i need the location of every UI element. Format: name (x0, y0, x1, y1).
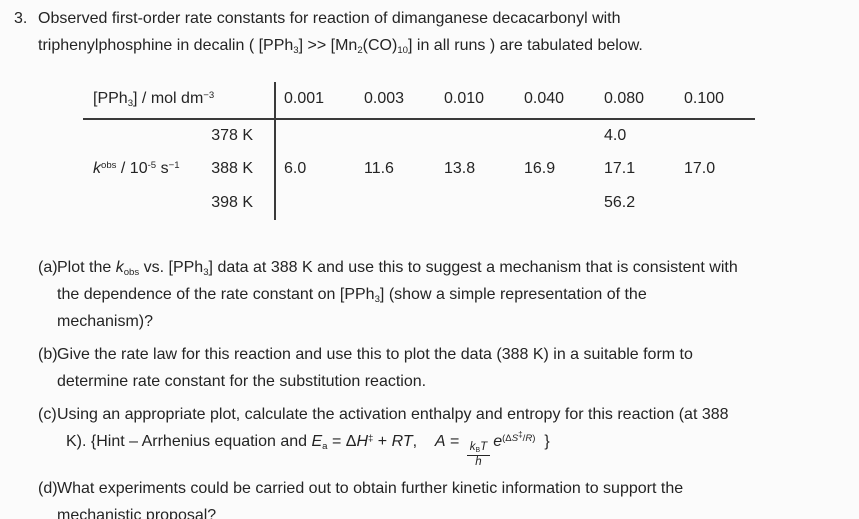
question-line: What experiments could be carried out to… (57, 479, 684, 497)
table-cell (354, 189, 434, 216)
question-line: mechanism)? (57, 313, 154, 330)
table-cell: 13.8 (444, 160, 476, 177)
question-line: Give the rate law for this reaction and … (57, 346, 693, 363)
question-marker: (d) (38, 479, 58, 497)
question-line: Plot the kobs vs. [PPh3] data at 388 K a… (57, 259, 738, 278)
question-line-formula: K). {Hint – Arrhenius equation and Ea = … (66, 430, 550, 468)
concentration-header-cell: 0.003 (364, 90, 405, 107)
table-vertical-rule (274, 82, 276, 220)
table-row-388k: kobs / 10-5 s−1 388 K 6.0 11.6 13.8 16.9… (83, 155, 755, 182)
concentration-header-cell: 0.080 (604, 90, 645, 107)
temperature-label: 398 K (211, 194, 253, 211)
question-b: (b) Give the rate law for this reaction … (14, 341, 738, 395)
concentration-header-cell: 0.040 (524, 90, 565, 107)
temperature-label: 388 K (211, 160, 253, 177)
rate-constant-table: [PPh3] / mol dm−3 0.001 0.003 0.010 0.04… (83, 82, 755, 220)
question-c: (c) Using an appropriate plot, calculate… (14, 401, 738, 469)
intro-line: triphenylphosphine in decalin ( [PPh3] >… (38, 37, 643, 56)
concentration-header-cell: 0.100 (684, 90, 725, 107)
problem-number: 3. (14, 10, 28, 27)
question-marker: (c) (38, 406, 57, 423)
concentration-units-label: [PPh3] / mol dm−3 (93, 90, 215, 109)
question-line: Using an appropriate plot, calculate the… (57, 406, 729, 423)
table-row-378k: 378 K 4.0 (83, 122, 755, 149)
table-row-398k: 398 K 56.2 (83, 189, 755, 216)
table-cell: 4.0 (604, 127, 627, 144)
table-cell: 56.2 (604, 194, 636, 211)
question-marker: (b) (38, 346, 58, 363)
table-cell (434, 189, 514, 216)
table-cell (514, 189, 594, 216)
question-line: the dependence of the rate constant on [… (57, 286, 647, 305)
rate-constant-units-label: kobs / 10-5 s−1 (93, 160, 180, 177)
problem-intro: 3. Observed first-order rate constants f… (14, 5, 643, 59)
table-cell: 16.9 (524, 160, 556, 177)
table-cell (274, 189, 354, 216)
concentration-header-cell: 0.010 (444, 90, 485, 107)
table-cell: 17.0 (684, 160, 716, 177)
table-cell (434, 122, 514, 149)
concentration-header-cell: 0.001 (284, 90, 325, 107)
temperature-label: 378 K (211, 127, 253, 144)
table-cell (354, 122, 434, 149)
table-cell: 11.6 (364, 160, 394, 177)
question-line: determine rate constant for the substitu… (57, 373, 427, 390)
table-header-rule (83, 118, 755, 120)
table-cell: 6.0 (284, 160, 307, 177)
table-cell (674, 189, 754, 216)
question-d: (d) What experiments could be carried ou… (14, 475, 738, 519)
question-list: (a) Plot the kobs vs. [PPh3] data at 388… (14, 254, 738, 519)
table-cell (674, 122, 754, 149)
table-cell (274, 122, 354, 149)
question-marker: (a) (38, 259, 58, 276)
question-a: (a) Plot the kobs vs. [PPh3] data at 388… (14, 254, 738, 335)
table-header-row: [PPh3] / mol dm−3 0.001 0.003 0.010 0.04… (83, 85, 755, 112)
table-cell: 17.1 (604, 160, 636, 177)
question-line: mechanistic proposal? (57, 506, 217, 519)
table-cell (514, 122, 594, 149)
intro-line: Observed first-order rate constants for … (38, 10, 621, 27)
